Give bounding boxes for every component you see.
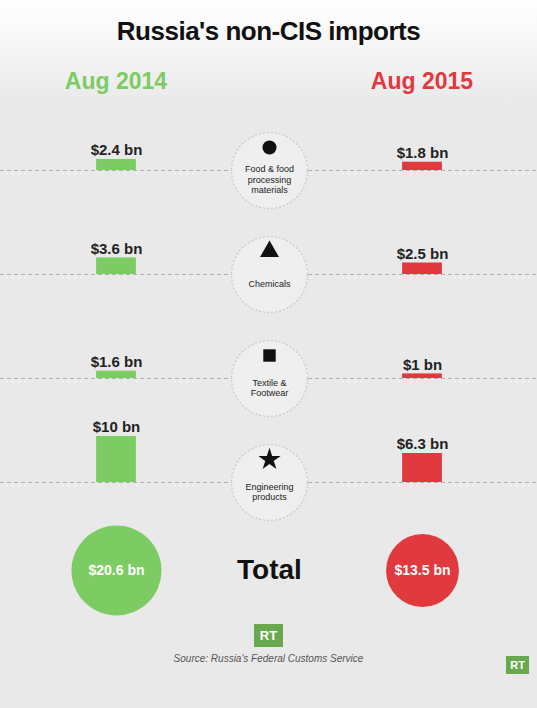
- html-text:Russia's non-CIS imports: Russia's non-CIS imports: [116, 16, 421, 46]
- svg-text:$20.6 bn: $20.6 bn: [88, 562, 144, 578]
- html-text:Source: Russia's Federal Custo: Source: Russia's Federal Customs Service: [173, 653, 364, 664]
- svg-text:$10 bn: $10 bn: [93, 418, 141, 435]
- svg-text:Total: Total: [237, 554, 302, 585]
- svg-text:$13.5 bn: $13.5 bn: [394, 562, 450, 578]
- svg-text:$3.6 bn: $3.6 bn: [91, 240, 143, 257]
- html-text:RT: RT: [259, 628, 278, 643]
- html-text:Aug 2015: Aug 2015: [370, 68, 474, 94]
- svg-text:Engineeringproducts: Engineeringproducts: [245, 482, 293, 502]
- svg-text:$2.4 bn: $2.4 bn: [91, 141, 143, 158]
- svg-text:$2.5 bn: $2.5 bn: [397, 245, 449, 262]
- svg-text:$1.8 bn: $1.8 bn: [397, 144, 449, 161]
- svg-text:$1 bn: $1 bn: [403, 356, 442, 373]
- svg-text:Chemicals: Chemicals: [248, 279, 291, 289]
- svg-text:Food & foodprocessingmaterials: Food & foodprocessingmaterials: [245, 164, 294, 195]
- html-text:Aug 2014: Aug 2014: [64, 68, 168, 94]
- svg-text:$1.6 bn: $1.6 bn: [91, 353, 143, 370]
- svg-text:Textile &Footwear: Textile &Footwear: [251, 378, 289, 398]
- svg-text:$6.3 bn: $6.3 bn: [397, 435, 449, 452]
- html-text:RT: RT: [510, 659, 525, 671]
